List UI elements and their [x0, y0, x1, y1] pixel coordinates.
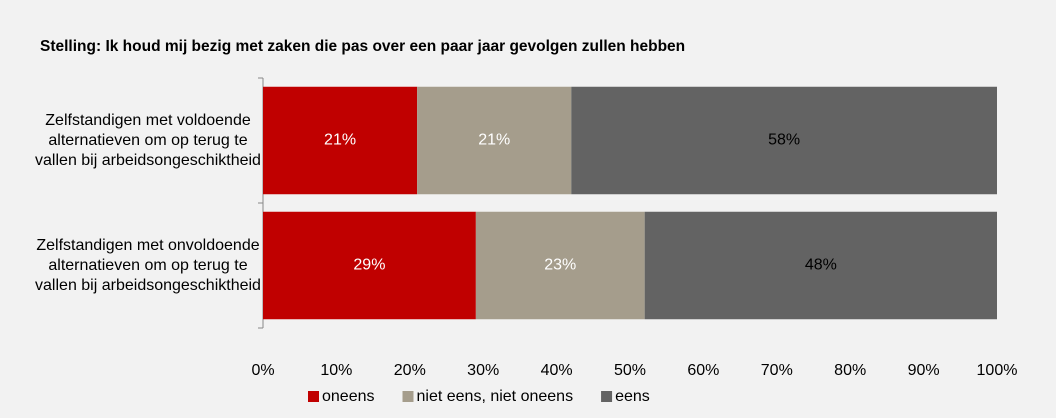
x-tick-label: 80% — [834, 362, 866, 379]
bar-segment — [417, 86, 572, 195]
x-tick-label: 30% — [467, 362, 499, 379]
legend-swatch — [402, 391, 414, 402]
legend-label: eens — [615, 388, 650, 405]
bar-segment — [263, 211, 476, 320]
bar-segment — [571, 86, 997, 195]
bar-segment — [475, 211, 645, 320]
legend-label: oneens — [322, 388, 375, 405]
bar-segment — [644, 211, 997, 320]
category-label: Zelfstandigen met voldoende alternatieve… — [35, 111, 261, 169]
x-tick-label: 10% — [320, 362, 352, 379]
legend-swatch — [601, 391, 613, 402]
x-tick-label: 100% — [977, 362, 1018, 379]
x-tick-label: 60% — [687, 362, 719, 379]
x-tick-label: 0% — [251, 362, 274, 379]
chart-title: Stelling: Ik houd mij bezig met zaken di… — [40, 38, 685, 55]
legend-label: niet eens, niet oneens — [417, 388, 574, 405]
value-label: 21% — [324, 132, 356, 149]
value-label: 21% — [478, 132, 510, 149]
value-label: 48% — [805, 257, 837, 274]
x-tick-label: 50% — [614, 362, 646, 379]
x-tick-label: 20% — [394, 362, 426, 379]
x-tick-label: 70% — [761, 362, 793, 379]
x-tick-label: 40% — [541, 362, 573, 379]
legend-swatch — [308, 391, 319, 402]
value-label: 58% — [768, 132, 800, 149]
value-label: 23% — [544, 257, 576, 274]
value-label: 29% — [353, 257, 385, 274]
bar-segment — [263, 86, 418, 195]
category-label: Zelfstandigen met onvoldoende alternatie… — [35, 236, 261, 294]
x-tick-label: 90% — [908, 362, 940, 379]
